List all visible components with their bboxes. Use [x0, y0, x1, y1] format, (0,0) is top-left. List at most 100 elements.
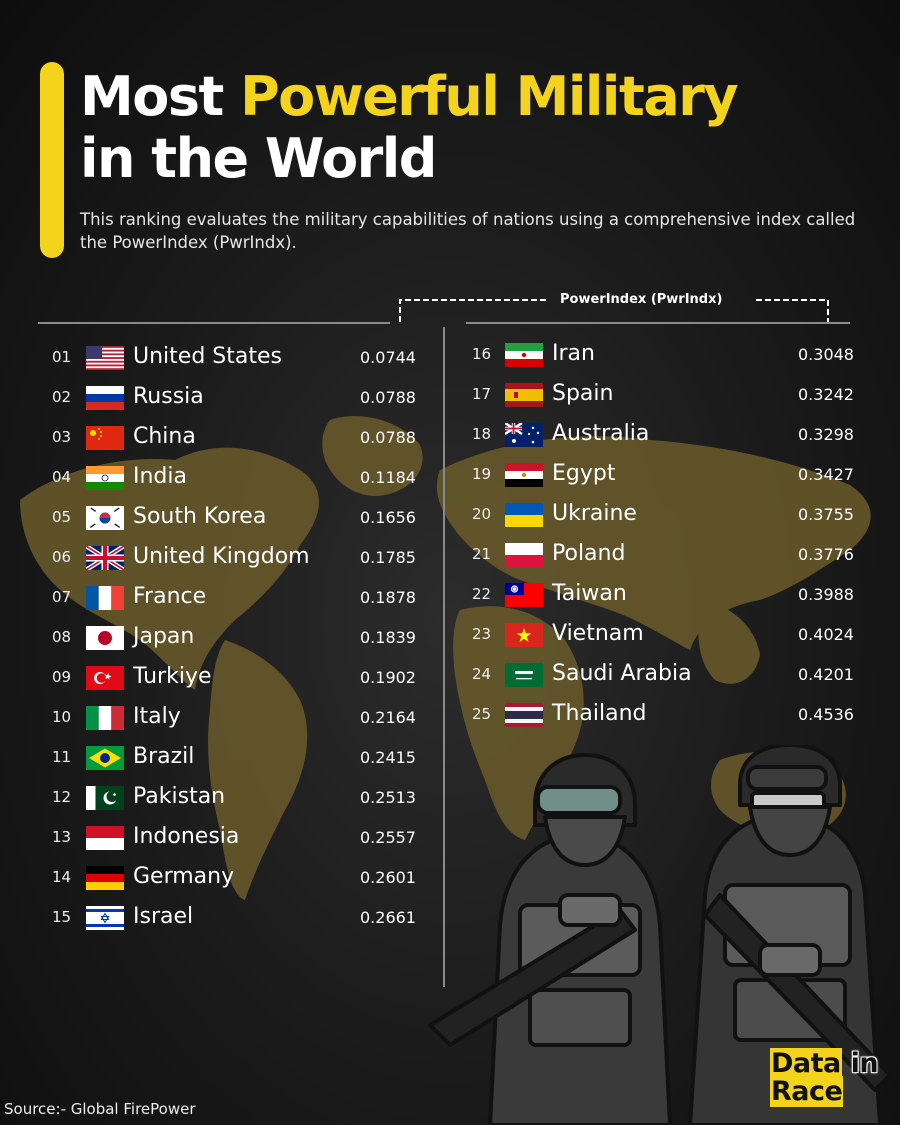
rank-number: 14 — [52, 868, 72, 886]
powerindex-value: 0.2601 — [360, 868, 416, 887]
country-name: United States — [133, 344, 282, 369]
logo-race: Race — [770, 1076, 844, 1107]
table-row: 02 Russia 0.0788 — [0, 378, 900, 418]
powerindex-header: PowerIndex (PwrIndx) — [560, 292, 723, 307]
powerindex-value: 0.4536 — [798, 705, 854, 724]
rank-number: 06 — [52, 548, 72, 566]
rank-number: 09 — [52, 668, 72, 686]
flag-brazil-icon — [86, 746, 124, 770]
powerindex-value: 0.3048 — [798, 345, 854, 364]
table-row: 08 Japan 0.1839 — [0, 618, 900, 658]
country-name: Brazil — [133, 744, 195, 769]
table-row: 15 Israel 0.2661 — [0, 898, 900, 938]
flag-saudi-arabia-icon — [505, 663, 543, 687]
country-name: Iran — [552, 341, 595, 366]
page-title: Most Powerful Military in the World — [80, 66, 880, 190]
rank-number: 12 — [52, 788, 72, 806]
powerindex-value: 0.4024 — [798, 625, 854, 644]
rank-number: 19 — [472, 465, 492, 483]
flag-thailand-icon — [505, 703, 543, 727]
table-row: 14 Germany 0.2601 — [0, 858, 900, 898]
powerindex-value: 0.1902 — [360, 668, 416, 687]
powerindex-value: 0.0788 — [360, 388, 416, 407]
rank-number: 04 — [52, 468, 72, 486]
country-name: Australia — [552, 421, 650, 446]
table-row: 05 South Korea 0.1656 — [0, 498, 900, 538]
rank-number: 08 — [52, 628, 72, 646]
country-name: Italy — [133, 704, 181, 729]
country-name: United Kingdom — [133, 544, 310, 569]
flag-pakistan-icon — [86, 786, 124, 810]
country-name: Thailand — [552, 701, 647, 726]
table-row: 03 China 0.0788 — [0, 418, 900, 458]
title-highlight: Powerful Military — [240, 65, 738, 128]
powerindex-value: 0.3755 — [798, 505, 854, 524]
table-row: 18 Australia 0.3298 — [0, 415, 900, 455]
flag-poland-icon — [505, 543, 543, 567]
powerindex-value: 0.2164 — [360, 708, 416, 727]
country-name: Poland — [552, 541, 626, 566]
rank-number: 24 — [472, 665, 492, 683]
right-column-rule — [466, 322, 850, 324]
title-part1: Most — [80, 65, 224, 128]
rank-number: 15 — [52, 908, 72, 926]
country-name: Taiwan — [552, 581, 627, 606]
table-row: 23 Vietnam 0.4024 — [0, 615, 900, 655]
powerindex-value: 0.0788 — [360, 428, 416, 447]
table-row: 12 Pakistan 0.2513 — [0, 778, 900, 818]
table-row: 25 Thailand 0.4536 — [0, 695, 900, 735]
rank-number: 18 — [472, 425, 492, 443]
powerindex-value: 0.2661 — [360, 908, 416, 927]
flag-france-icon — [86, 586, 124, 610]
flag-taiwan-icon — [505, 583, 543, 607]
flag-indonesia-icon — [86, 826, 124, 850]
table-row: 01 United States 0.0744 — [0, 338, 900, 378]
rank-number: 17 — [472, 385, 492, 403]
table-row: 09 Turkiye 0.1902 — [0, 658, 900, 698]
brand-logo: Data in Race — [770, 1048, 888, 1107]
table-row: 17 Spain 0.3242 — [0, 375, 900, 415]
country-name: France — [133, 584, 207, 609]
country-name: China — [133, 424, 196, 449]
table-row: 24 Saudi Arabia 0.4201 — [0, 655, 900, 695]
table-row: 16 Iran 0.3048 — [0, 335, 900, 375]
powerindex-value: 0.2557 — [360, 828, 416, 847]
country-name: Egypt — [552, 461, 616, 486]
rank-number: 11 — [52, 748, 72, 766]
title-part2: in the World — [80, 127, 437, 190]
powerindex-value: 0.3776 — [798, 545, 854, 564]
flag-egypt-icon — [505, 463, 543, 487]
flag-china-icon — [86, 426, 124, 450]
country-name: Saudi Arabia — [552, 661, 692, 686]
rank-number: 25 — [472, 705, 492, 723]
flag-india-icon — [86, 466, 124, 490]
rank-number: 03 — [52, 428, 72, 446]
table-row: 11 Brazil 0.2415 — [0, 738, 900, 778]
flag-russia-icon — [86, 386, 124, 410]
flag-australia-icon — [505, 423, 543, 447]
powerindex-value: 0.1656 — [360, 508, 416, 527]
flag-usa-icon — [86, 346, 124, 370]
flag-turkiye-icon — [86, 666, 124, 690]
table-row: 19 Egypt 0.3427 — [0, 455, 900, 495]
country-name: Israel — [133, 904, 194, 929]
country-name: Russia — [133, 384, 204, 409]
rank-number: 07 — [52, 588, 72, 606]
powerindex-value: 0.3298 — [798, 425, 854, 444]
table-row: 22 Taiwan 0.3988 — [0, 575, 900, 615]
country-name: Pakistan — [133, 784, 226, 809]
table-row: 13 Indonesia 0.2557 — [0, 818, 900, 858]
country-name: Turkiye — [133, 664, 212, 689]
logo-in: in — [841, 1048, 879, 1079]
soldiers-illustration-icon — [428, 745, 892, 1125]
table-row: 10 Italy 0.2164 — [0, 698, 900, 738]
rank-number: 22 — [472, 585, 492, 603]
country-name: Vietnam — [552, 621, 644, 646]
logo-data: Data — [770, 1048, 842, 1079]
country-name: Ukraine — [552, 501, 637, 526]
rank-number: 13 — [52, 828, 72, 846]
country-name: South Korea — [133, 504, 267, 529]
country-name: India — [133, 464, 187, 489]
table-row: 20 Ukraine 0.3755 — [0, 495, 900, 535]
flag-south-korea-icon — [86, 506, 124, 530]
